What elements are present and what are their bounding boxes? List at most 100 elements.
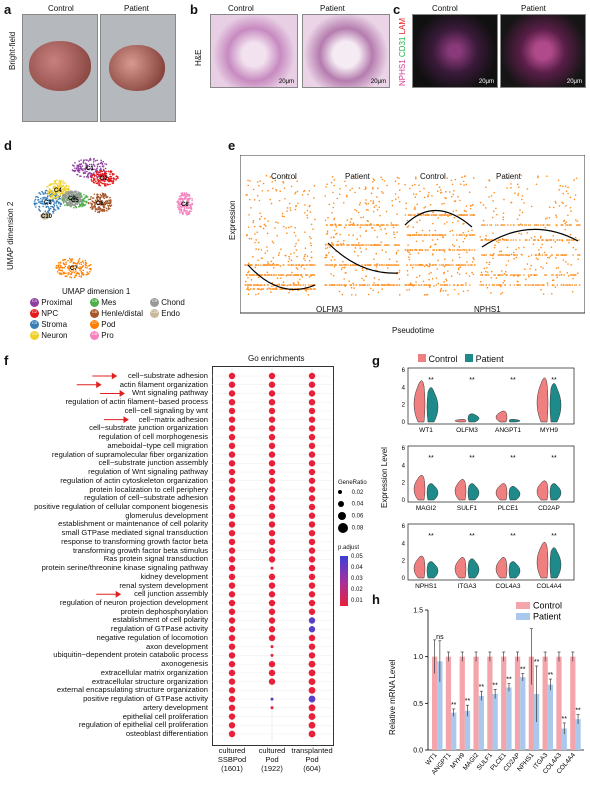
umap-point: [103, 210, 106, 212]
arrow-head: [115, 590, 122, 598]
umap-point: [86, 267, 88, 269]
cell-point: [366, 219, 369, 222]
go-dot: [228, 678, 236, 685]
cell-point: [407, 214, 410, 216]
cell-point: [410, 284, 413, 286]
cell-point: [486, 267, 488, 269]
umap-point: [85, 261, 87, 264]
cell-point: [246, 194, 248, 196]
go-dot: [268, 503, 276, 511]
umap-point: [46, 197, 49, 199]
umap-point: [85, 165, 88, 167]
tick-label: 6: [402, 524, 406, 530]
cell-point: [450, 179, 453, 182]
umap-point: [82, 269, 85, 272]
cell-point: [248, 274, 251, 276]
cell-point: [309, 264, 312, 266]
umap-point: [48, 212, 51, 215]
umap-point: [107, 207, 110, 209]
cell-point: [535, 224, 538, 226]
cell-point: [572, 239, 574, 241]
cell-point: [453, 189, 455, 192]
umap-point: [68, 197, 70, 200]
go-dot: [228, 442, 236, 450]
cell-point: [548, 224, 551, 226]
cell-point: [253, 198, 256, 201]
label-patient: Patient: [124, 4, 149, 13]
cell-point: [378, 244, 381, 246]
cell-point: [379, 225, 381, 228]
go-dot: [308, 372, 316, 380]
cell-point: [371, 186, 374, 189]
cell-point: [373, 277, 376, 279]
cell-point: [440, 287, 443, 290]
cell-point: [490, 254, 493, 256]
cell-point: [258, 199, 261, 202]
cell-point: [354, 191, 356, 194]
umap-point: [85, 166, 87, 169]
go-dot: [228, 713, 236, 720]
cell-point: [464, 264, 467, 266]
go-dot: [308, 591, 316, 598]
umap-point: [80, 192, 82, 194]
cell-point: [482, 284, 485, 286]
cell-point: [332, 244, 335, 246]
cell-point: [537, 258, 539, 261]
umap-point: [55, 267, 58, 269]
cell-point: [272, 266, 275, 269]
cell-point: [492, 257, 494, 260]
cell-point: [301, 276, 304, 278]
violin-plot: 0246**WT1**OLFM3**ANGPT1**MYH90246**MAGI…: [402, 367, 575, 590]
violin-control: [413, 555, 426, 579]
cell-point: [339, 233, 341, 236]
cell-point: [529, 284, 531, 286]
go-dot: [268, 547, 276, 554]
cell-point: [547, 224, 549, 226]
cell-point: [412, 226, 415, 228]
cell-point: [353, 287, 355, 289]
cell-point: [313, 274, 315, 276]
umap-point: [61, 269, 64, 272]
umap-point: [72, 264, 75, 267]
pseudotime-plot: [240, 155, 585, 314]
cell-point: [471, 234, 474, 236]
go-term: cell junction assembly: [134, 589, 208, 599]
umap-point: [102, 160, 105, 163]
cell-point: [540, 224, 542, 226]
cell-point: [420, 214, 423, 216]
cell-point: [356, 224, 359, 226]
cell-point: [444, 190, 447, 193]
umap-point: [78, 267, 80, 270]
cell-point: [430, 214, 433, 216]
umap-point: [57, 206, 59, 209]
cell-point: [382, 192, 384, 194]
cell-point: [558, 205, 561, 207]
umap-point: [76, 195, 78, 198]
go-dot: [308, 451, 316, 458]
cell-point: [412, 214, 414, 216]
umap-point: [107, 208, 110, 211]
cell-point: [457, 214, 459, 216]
umap-point: [112, 180, 115, 183]
violin-patient: [508, 485, 521, 501]
cell-point: [461, 176, 463, 178]
umap-point: [50, 190, 52, 192]
umap-point: [110, 204, 113, 207]
cell-point: [456, 239, 458, 241]
cell-point: [470, 214, 473, 216]
go-dot: [228, 722, 236, 729]
cell-point: [481, 239, 484, 241]
cell-point: [341, 284, 343, 286]
legend-swatch-patient: [465, 354, 474, 362]
cell-point: [409, 253, 411, 256]
cell-point: [253, 274, 256, 276]
cell-point: [259, 212, 261, 215]
cell-point: [256, 288, 259, 290]
umap-point: [180, 209, 183, 211]
umap-point: [65, 198, 68, 201]
umap-point: [72, 200, 74, 202]
cell-point: [537, 239, 540, 242]
cell-point: [360, 244, 362, 246]
umap-point: [58, 182, 60, 185]
umap-point: [62, 262, 65, 265]
